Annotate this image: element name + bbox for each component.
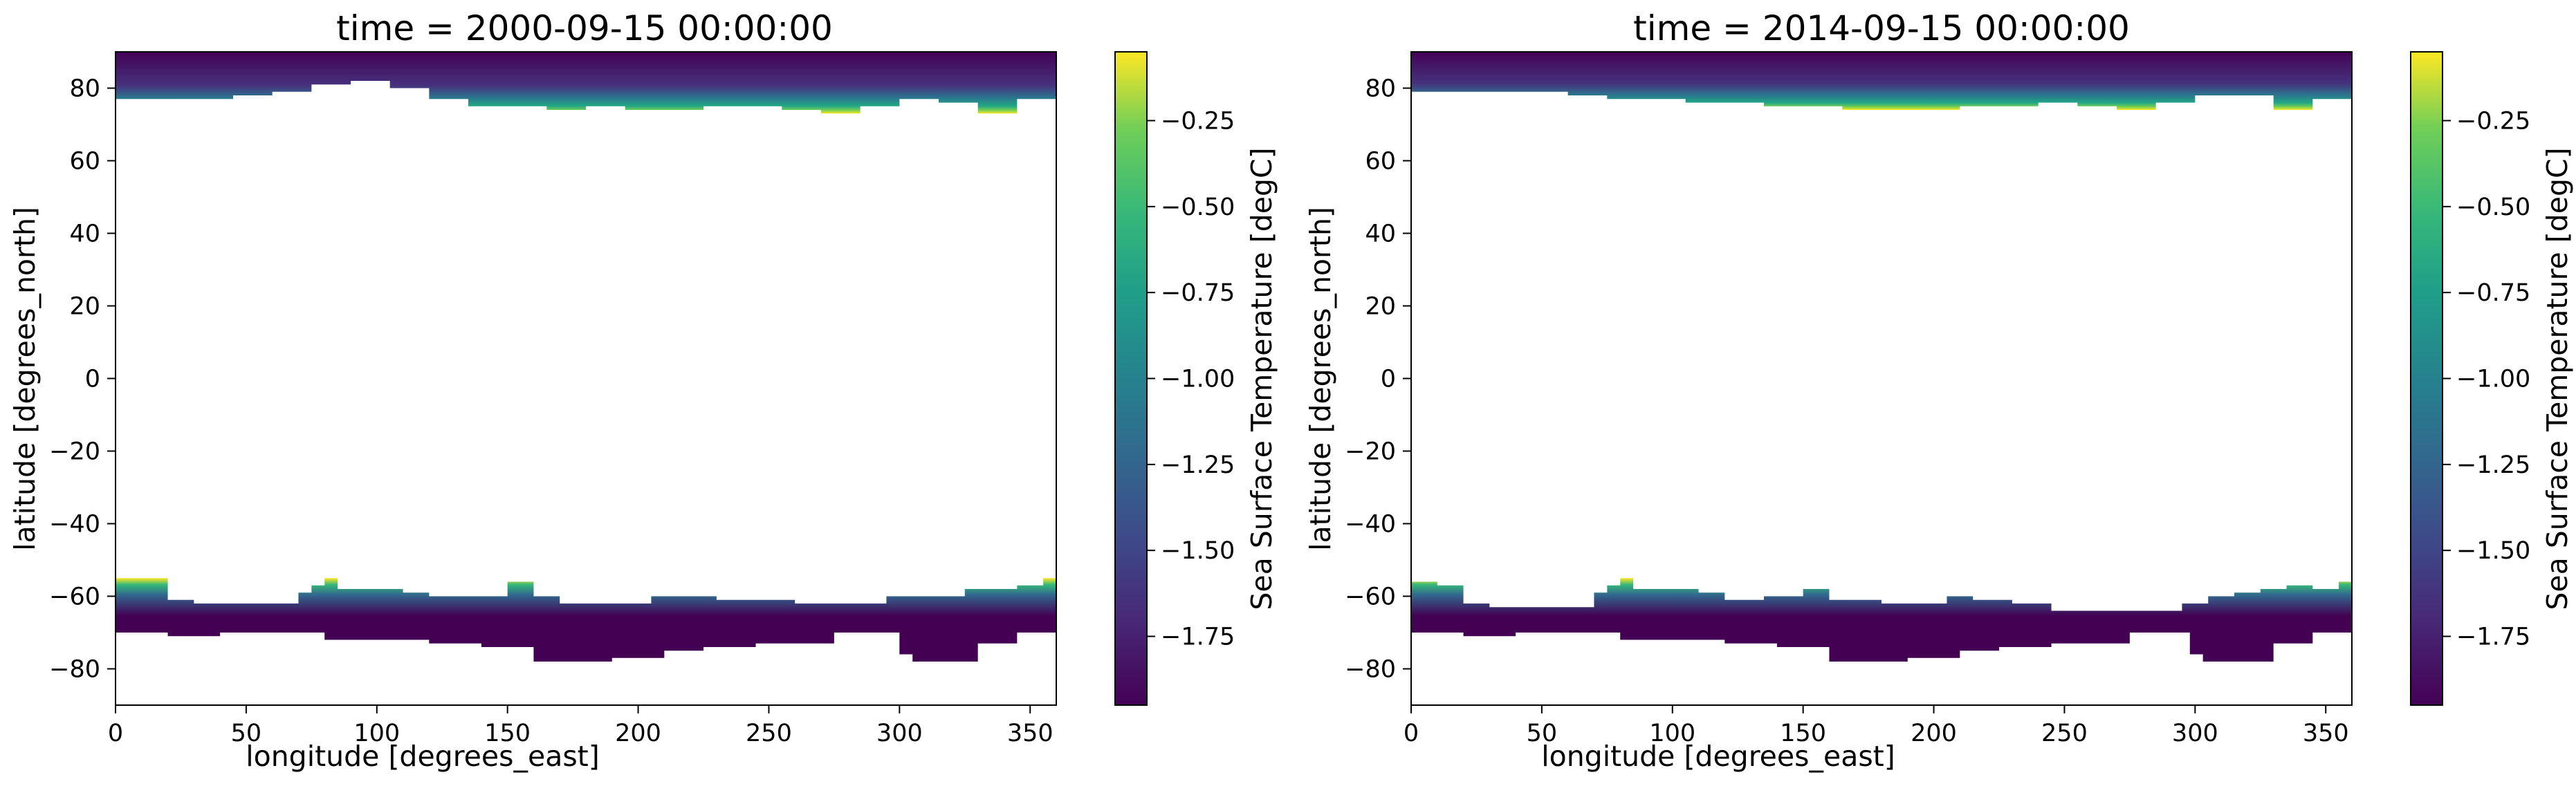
colorbar-tick-label: −0.75 <box>2456 279 2530 307</box>
x-tick-label: 100 <box>1649 720 1695 747</box>
x-tick-label: 150 <box>484 720 531 747</box>
panel-title: time = 2014-09-15 00:00:00 <box>1633 8 2130 48</box>
colorbar-tick-label: −0.25 <box>1161 107 1235 135</box>
x-tick-label: 200 <box>1911 720 1957 747</box>
y-tick-label: 20 <box>1365 293 1396 321</box>
y-tick-label: 80 <box>1365 75 1396 103</box>
x-tick-label: 250 <box>2041 720 2088 747</box>
x-tick-label: 300 <box>876 720 923 747</box>
y-axis-label: latitude [degrees_north] <box>8 207 42 551</box>
panel-title: time = 2000-09-15 00:00:00 <box>336 8 833 48</box>
y-tick-label: −60 <box>1345 583 1396 611</box>
map-area: 0 50 100 150 200 250 300 350 −80 −60 −40 −20 0 20 40 60… <box>1345 51 2353 747</box>
antarctic-sst-field <box>116 578 1056 662</box>
colorbar-tick-label: −1.50 <box>1161 537 1235 565</box>
y-tick-label: 40 <box>69 221 100 248</box>
colorbar-tick-label: −0.75 <box>1161 279 1235 307</box>
colorbar-tick-label: −0.50 <box>2456 194 2530 221</box>
sst-map-panel-2000: time = 2000-09-15 00:00:00 latitude [deg… <box>8 8 1278 773</box>
y-tick-label: −40 <box>1345 511 1396 539</box>
colorbar-tick-label: −1.75 <box>2456 624 2530 651</box>
y-tick-label: 0 <box>1381 366 1396 393</box>
x-axis-label: longitude [degrees_east] <box>246 740 600 773</box>
colorbar <box>1114 51 1148 706</box>
colorbar-tick-label: −1.75 <box>1161 624 1235 651</box>
y-axis-label: latitude [degrees_north] <box>1304 207 1337 551</box>
colorbar-tick-label: −0.25 <box>2456 107 2530 135</box>
antarctic-sst-field <box>1411 578 2352 662</box>
x-axis-label: longitude [degrees_east] <box>1541 740 1895 773</box>
x-tick-label: 0 <box>108 720 123 747</box>
y-tick-label: 0 <box>85 366 100 393</box>
colorbar-ticks: −1.75 −1.50 −1.25 −1.00 −0.75 −0.50 −0.25 <box>2442 107 2530 651</box>
colorbar-tick-label: −0.50 <box>1161 194 1235 221</box>
colorbar-label: Sea Surface Temperature [degC] <box>2541 147 2574 610</box>
y-tick-label: −80 <box>1345 656 1396 684</box>
arctic-sst-field <box>116 52 1056 114</box>
colorbar-ticks: −1.75 −1.50 −1.25 −1.00 −0.75 −0.50 −0.25 <box>1147 107 1235 651</box>
y-tick-label: 20 <box>69 293 100 321</box>
y-tick-label: 60 <box>69 148 100 176</box>
colorbar-label: Sea Surface Temperature [degC] <box>1245 147 1278 610</box>
y-tick-label: 80 <box>69 75 100 103</box>
y-tick-label: 60 <box>1365 148 1396 176</box>
x-tick-label: 150 <box>1780 720 1826 747</box>
arctic-sst-field <box>1411 52 2352 110</box>
x-tick-label: 50 <box>1527 720 1558 747</box>
colorbar-tick-label: −1.25 <box>1161 451 1235 479</box>
y-tick-label: −20 <box>49 438 100 466</box>
y-tick-label: 40 <box>1365 221 1396 248</box>
x-tick-label: 0 <box>1404 720 1419 747</box>
colorbar-tick-label: −1.00 <box>1161 366 1235 393</box>
colorbar-tick-label: −1.50 <box>2456 537 2530 565</box>
x-tick-label: 350 <box>2303 720 2349 747</box>
colorbar <box>2410 51 2443 706</box>
x-tick-label: 200 <box>615 720 661 747</box>
x-tick-label: 100 <box>353 720 400 747</box>
colorbar-tick-label: −1.00 <box>2456 366 2530 393</box>
x-tick-label: 300 <box>2172 720 2218 747</box>
y-tick-label: −20 <box>1345 438 1396 466</box>
colorbar-tick-label: −1.25 <box>2456 451 2530 479</box>
sst-map-panel-2014: time = 2014-09-15 00:00:00 latitude [deg… <box>1304 8 2574 773</box>
map-area: 0 50 100 150 200 250 300 350 −80 −60 −40 −20 0 20 40 60… <box>49 51 1057 747</box>
x-tick-label: 250 <box>746 720 792 747</box>
x-tick-label: 350 <box>1007 720 1054 747</box>
y-tick-label: −80 <box>49 656 100 684</box>
y-tick-label: −40 <box>49 511 100 539</box>
y-tick-label: −60 <box>49 583 100 611</box>
x-tick-label: 50 <box>231 720 262 747</box>
